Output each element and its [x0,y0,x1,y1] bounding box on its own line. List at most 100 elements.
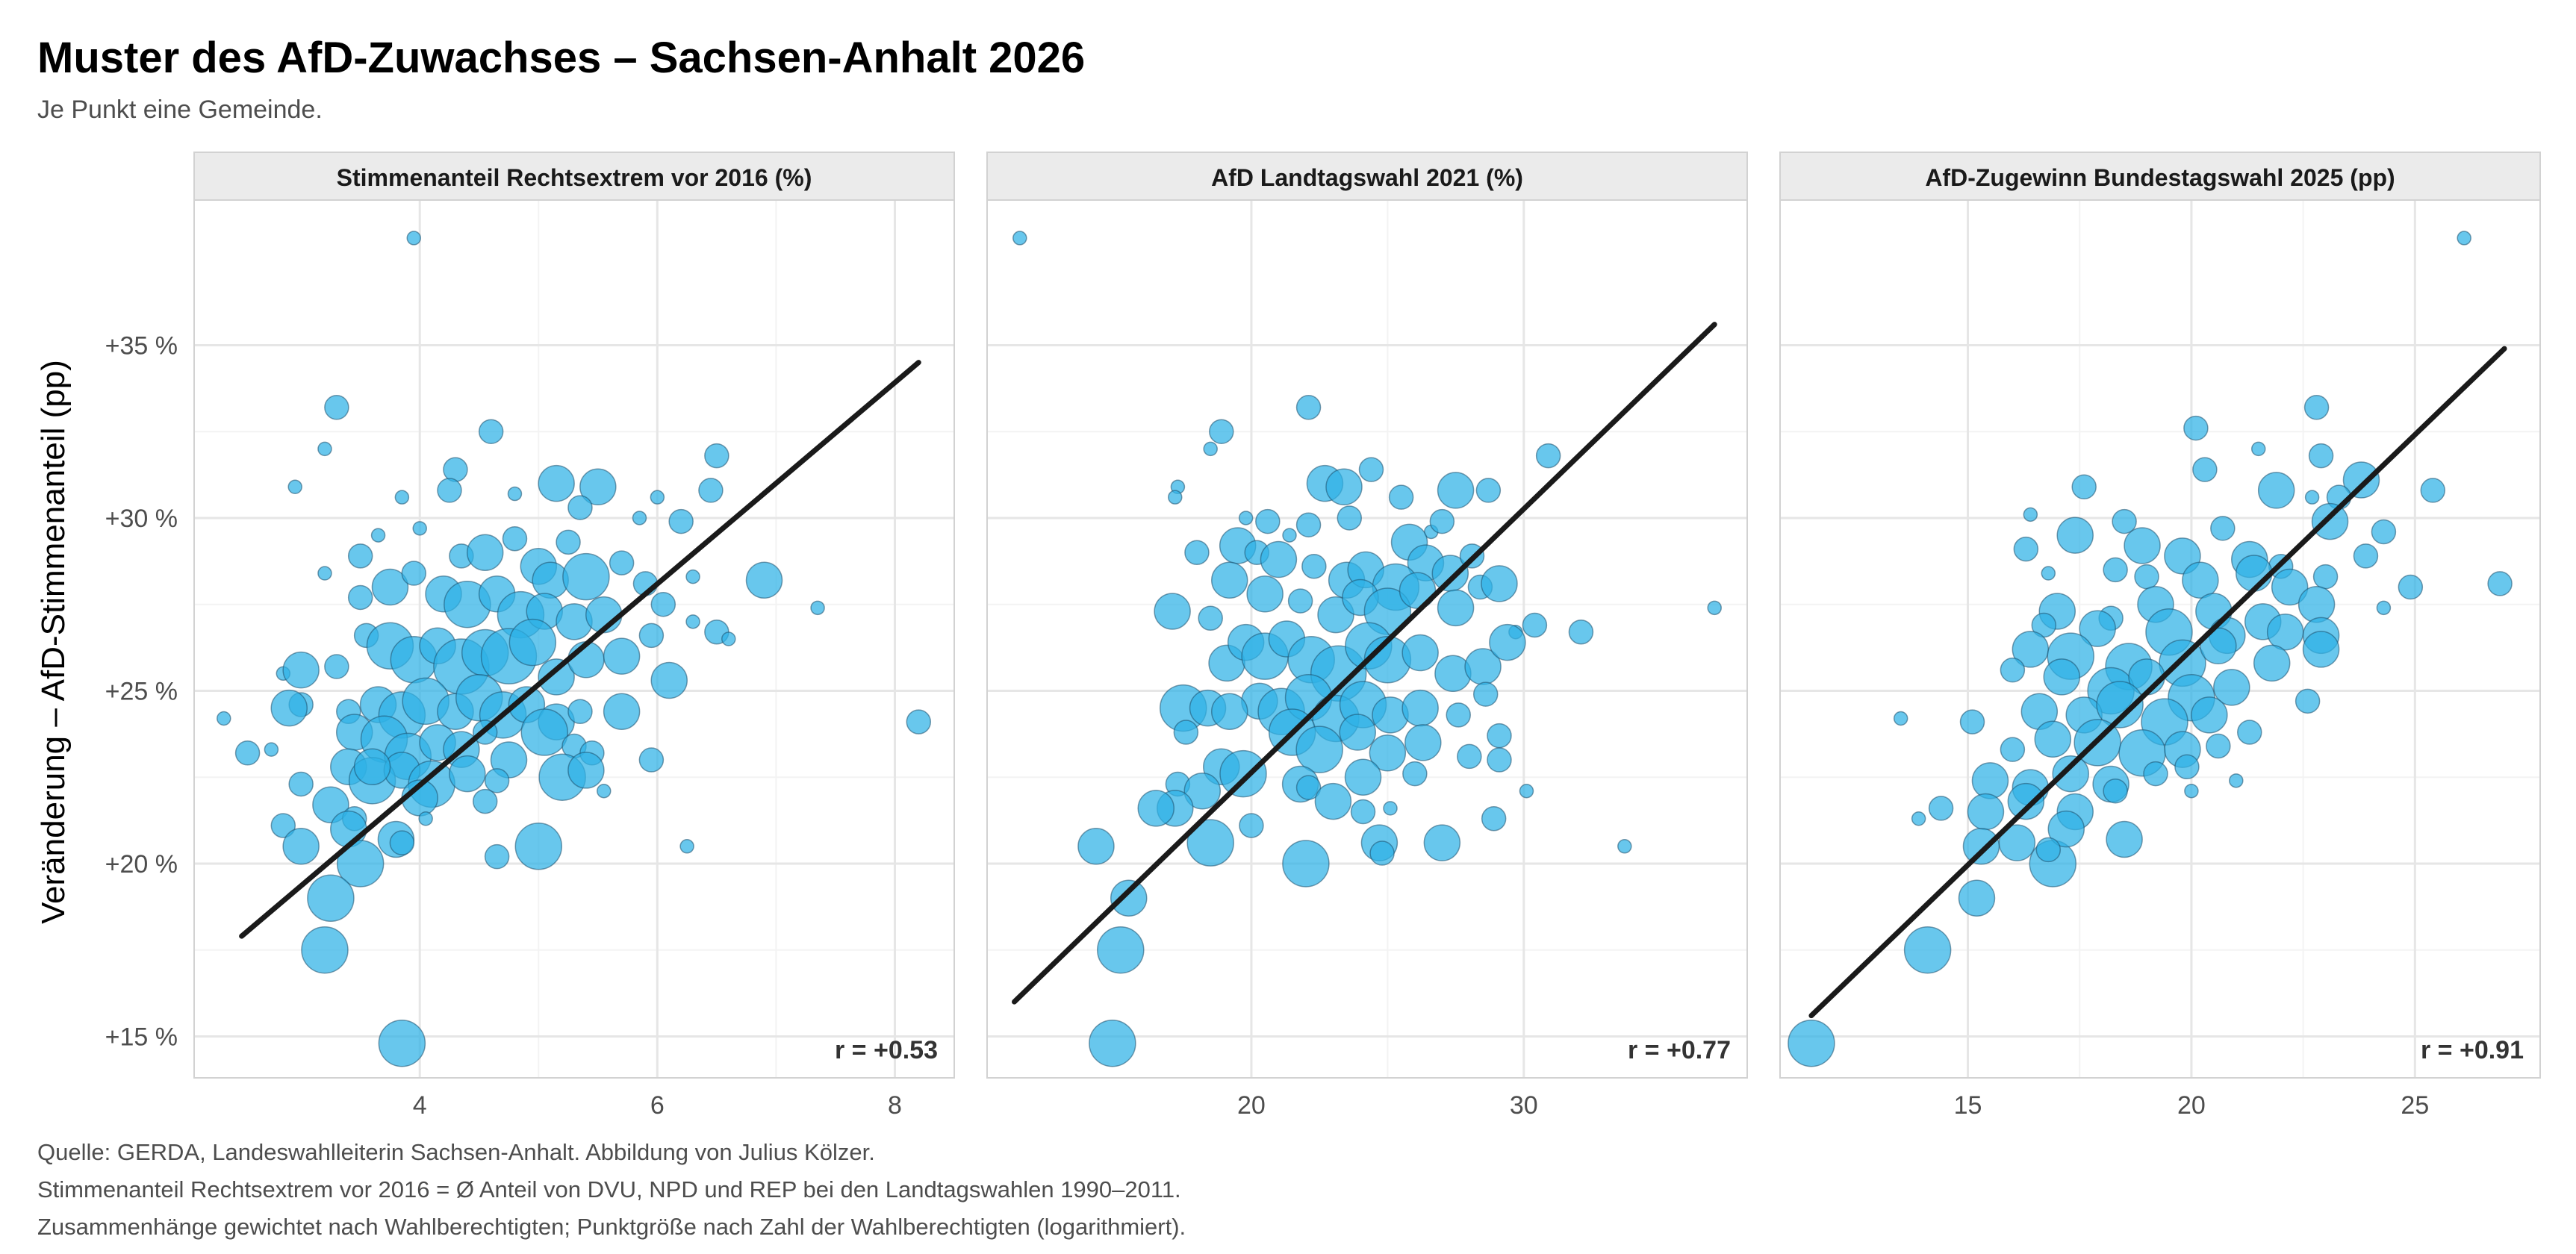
data-point [638,747,665,773]
data-point [1238,511,1254,525]
data-point [1097,926,1145,974]
data-point [478,419,504,444]
data-point [1295,726,1343,773]
data-point [1893,711,1908,726]
data-point [603,637,641,675]
data-point [2079,610,2116,647]
data-point [412,521,427,536]
data-point [2143,761,2168,787]
data-point [287,479,302,495]
regression-line [1808,346,2507,1019]
data-point [2103,557,2128,583]
scatter-chart: Veränderung – AfD-Stimmenanteil (pp) Sti… [35,152,2541,1120]
data-point [1209,419,1234,444]
data-point [2041,566,2056,581]
data-point [2035,837,2062,863]
data-point [556,529,581,555]
data-point [1568,619,1594,645]
y-tick-label: +25 % [105,677,178,705]
data-point [1255,508,1281,534]
data-point [567,699,593,724]
data-point [632,511,647,525]
data-point [1401,689,1439,727]
data-point [2420,478,2446,503]
data-points [1788,231,2513,1067]
data-point [2371,519,2397,545]
data-point [1959,709,1985,734]
facet-strip-label: AfD-Zugewinn Bundestagswahl 2025 (pp) [1925,164,2395,191]
data-points [217,231,932,1067]
data-point [2308,443,2334,469]
data-point [2182,561,2219,599]
data-point [1489,623,1526,661]
data-point [324,395,349,420]
data-point [1475,478,1502,503]
data-point [443,457,468,482]
data-point [609,550,635,575]
data-point [1210,693,1248,730]
x-tick-label: 15 [1954,1091,1982,1120]
panel-1: Stimmenanteil Rechtsextrem vor 2016 (%) r… [105,152,955,1120]
data-point [406,231,422,246]
data-point [567,752,605,789]
data-point [1967,793,2005,831]
data-point [1358,457,1384,482]
regression-line [239,360,921,939]
data-point [1402,761,1428,787]
data-point [2302,631,2340,668]
data-point [1186,819,1234,867]
data-point [370,528,386,543]
chart-title: Muster des AfD-Zuwachses – Sachsen-Anhal… [37,34,1086,82]
data-point [1928,796,1954,821]
data-point [1314,782,1352,820]
data-point [301,926,349,974]
data-point [1344,758,1382,796]
data-point [508,618,557,667]
data-point [597,783,612,799]
facet-strip [986,152,1748,201]
data-point [1962,828,2000,865]
data-point [1911,811,1926,826]
data-point [1401,634,1439,672]
data-point [1339,714,1376,751]
x-tick-label: 20 [1237,1091,1266,1120]
panel-2: AfD Landtagswahl 2021 (%) r = +0.77 20 30 [986,152,1748,1120]
data-point [2250,441,2266,457]
data-point [1173,720,1199,745]
data-point [1246,575,1284,613]
y-axis-label: Veränderung – AfD-Stimmenanteil (pp) [35,360,72,924]
data-point [603,693,641,730]
data-point [2303,395,2330,420]
data-point [2023,507,2038,522]
data-point [1137,790,1175,827]
data-point [1369,734,1407,772]
caption-source: Quelle: GERDA, Landeswahlleiterin Sachse… [37,1139,875,1165]
regression-line [1011,322,1717,1005]
data-point [1203,441,1218,457]
data-point [2174,754,2200,780]
y-tick-label: +15 % [105,1023,178,1051]
data-point [1369,840,1395,866]
data-point [1301,554,1327,579]
x-tick-label: 25 [2401,1091,2429,1120]
data-point [389,830,415,855]
data-point [2312,564,2339,590]
data-point [1282,840,1330,888]
data-point [2191,696,2228,734]
data-point [2353,543,2379,569]
data-point [2183,415,2209,441]
data-point [217,711,231,726]
data-point [418,811,433,826]
caption-definition: Stimmenanteil Rechtsextrem vor 2016 = Ø … [37,1176,1181,1202]
data-point [2311,502,2349,540]
data-point [484,768,510,793]
data-point [2106,820,2143,858]
data-point [401,561,427,586]
data-point [1012,231,1027,246]
data-point [2096,681,2144,729]
data-point [1429,508,1455,534]
data-point [2206,733,2231,759]
data-point [270,813,296,838]
facet-strip-label: AfD Landtagswahl 2021 (%) [1211,164,1523,191]
data-point [2229,773,2244,788]
